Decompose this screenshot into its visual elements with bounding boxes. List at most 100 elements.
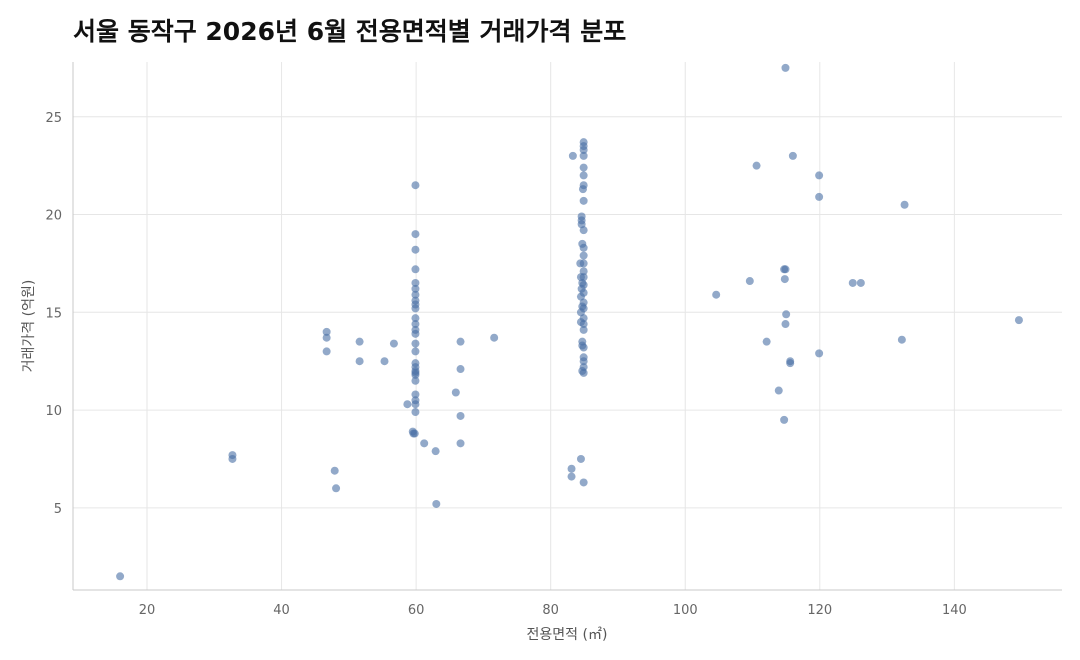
data-point [774,386,783,395]
data-point [781,320,790,329]
x-tick-label: 80 [542,603,559,618]
data-point [322,327,331,336]
y-tick-label: 5 [54,502,62,517]
data-point [411,304,420,313]
data-point [848,278,857,287]
data-point [579,171,588,180]
data-point [900,200,909,209]
data-point [579,196,588,205]
x-tick-label: 120 [807,603,832,618]
data-point [780,415,789,424]
data-point [411,265,420,274]
data-point [355,357,364,366]
data-point [420,439,429,448]
data-point [782,310,791,319]
data-point [411,408,420,417]
data-point [781,63,790,72]
data-point [411,245,420,254]
x-tick-label: 60 [408,603,425,618]
data-point [411,314,420,323]
data-point [568,151,577,160]
data-point [411,339,420,348]
y-axis-label: 거래가격 (억원) [21,280,37,373]
data-points [116,63,1023,581]
data-point [579,478,588,487]
data-point [579,163,588,172]
data-point [411,320,420,329]
data-point [411,230,420,239]
data-point [745,277,754,286]
data-point [752,161,761,170]
data-point [897,335,906,344]
data-point [431,447,440,456]
data-point [712,290,721,299]
data-point [456,365,465,374]
data-point [856,278,865,287]
data-point [579,357,588,366]
y-tick-label: 10 [45,404,62,419]
data-point [1014,316,1023,325]
x-tick-label: 100 [673,603,698,618]
data-point [411,181,420,190]
grid-lines [73,62,1062,590]
data-point [781,265,790,274]
data-point [815,192,824,201]
data-point [411,400,420,409]
data-point [579,343,588,352]
data-point [411,278,420,287]
x-tick-label: 40 [273,603,290,618]
data-point [456,439,465,448]
data-point [411,284,420,293]
data-point [456,411,465,420]
data-point [228,454,237,463]
data-point [780,275,789,284]
axes [72,62,1062,591]
data-point [762,337,771,346]
data-point [389,339,398,348]
data-point [322,347,331,356]
data-point [579,226,588,235]
data-point [567,472,576,481]
data-point [411,329,420,338]
data-point [579,320,588,329]
data-point [576,454,585,463]
data-point [355,337,364,346]
data-point [410,429,419,438]
data-point [322,333,331,342]
data-point [451,388,460,397]
data-point [579,368,588,377]
data-point [411,347,420,356]
data-point [579,325,588,334]
data-point [330,466,339,475]
data-point [567,464,576,473]
data-point [403,400,412,409]
data-point [332,484,341,493]
data-point [490,333,499,342]
x-axis-label: 전용면적 (㎡) [527,627,608,643]
chart-title: 서울 동작구 2026년 6월 전용면적별 거래가격 분포 [73,17,626,46]
data-point [411,390,420,399]
data-point [578,185,587,194]
data-point [815,171,824,180]
data-point [579,151,588,160]
data-point [788,151,797,160]
data-point [815,349,824,358]
data-point [411,370,420,379]
y-tick-label: 25 [45,111,62,126]
y-tick-label: 20 [45,209,62,224]
data-point [579,243,588,252]
data-point [411,376,420,385]
data-point [579,251,588,260]
tick-labels: 20 40 60 80 100 120 140 5 10 15 20 25 [45,111,966,618]
data-point [579,259,588,268]
data-point [411,290,420,299]
data-point [579,146,588,154]
data-point [786,359,795,368]
data-point [116,572,125,581]
y-tick-label: 15 [45,306,62,321]
x-tick-label: 20 [139,603,156,618]
data-point [432,499,441,508]
x-tick-label: 140 [942,603,967,618]
data-point [456,337,465,346]
